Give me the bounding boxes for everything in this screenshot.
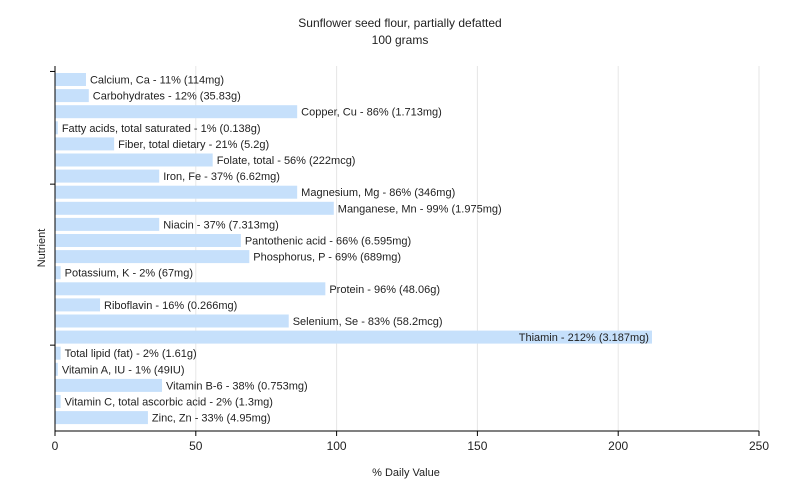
bar-label-13: Protein - 96% (48.06g) xyxy=(329,284,440,296)
x-tick-label-0: 0 xyxy=(52,439,59,453)
bar-label-21: Zinc, Zn - 33% (4.95mg) xyxy=(152,413,271,425)
bar-13 xyxy=(55,282,326,296)
bar-label-4: Fiber, total dietary - 21% (5.2g) xyxy=(118,139,269,151)
bar-label-16: Thiamin - 212% (3.187mg) xyxy=(519,332,649,344)
bar-label-19: Vitamin B-6 - 38% (0.753mg) xyxy=(166,380,308,392)
bar-18 xyxy=(55,362,58,376)
bar-label-5: Folate, total - 56% (222mcg) xyxy=(217,155,356,167)
bar-label-6: Iron, Fe - 37% (6.62mg) xyxy=(163,171,280,183)
bar-1 xyxy=(55,89,89,103)
bar-label-12: Potassium, K - 2% (67mg) xyxy=(65,268,193,280)
bar-label-9: Niacin - 37% (7.313mg) xyxy=(163,219,279,231)
bar-label-2: Copper, Cu - 86% (1.713mg) xyxy=(301,107,442,119)
bar-label-10: Pantothenic acid - 66% (6.595mg) xyxy=(245,236,411,248)
x-tick-label-1: 50 xyxy=(189,439,203,453)
bar-21 xyxy=(55,411,148,425)
bar-12 xyxy=(55,266,61,280)
x-tick-label-2: 100 xyxy=(327,439,347,453)
bar-label-1: Carbohydrates - 12% (35.83g) xyxy=(93,91,241,103)
bar-9 xyxy=(55,217,160,231)
bar-3 xyxy=(55,121,58,135)
bar-5 xyxy=(55,153,213,167)
bar-0 xyxy=(55,73,86,86)
bar-label-8: Manganese, Mn - 99% (1.975mg) xyxy=(338,203,502,215)
bar-labels: Calcium, Ca - 11% (114mg) Carbohydrates -… xyxy=(62,75,649,425)
chart-title: Sunflower seed flour, partially defatted xyxy=(298,16,501,30)
chart-subtitle: 100 grams xyxy=(372,33,429,47)
grid-lines xyxy=(195,66,760,431)
bar-19 xyxy=(55,378,163,392)
bar-15 xyxy=(55,314,289,328)
y-axis-label: Nutrient xyxy=(36,229,48,268)
bar-label-18: Vitamin A, IU - 1% (49IU) xyxy=(62,364,185,376)
bar-7 xyxy=(55,185,298,199)
bar-10 xyxy=(55,234,241,247)
x-tick-label-5: 250 xyxy=(749,439,769,453)
bar-label-14: Riboflavin - 16% (0.266mg) xyxy=(104,300,237,312)
bar-label-20: Vitamin C, total ascorbic acid - 2% (1.3… xyxy=(65,397,273,409)
bar-11 xyxy=(55,250,250,264)
axes: 0 50 100 150 200 250 xyxy=(50,66,769,453)
bar-label-15: Selenium, Se - 83% (58.2mcg) xyxy=(293,316,443,328)
bar-17 xyxy=(55,346,61,360)
bar-label-0: Calcium, Ca - 11% (114mg) xyxy=(90,75,224,87)
x-tick-label-3: 150 xyxy=(467,439,487,453)
x-tick-label-4: 200 xyxy=(608,439,628,453)
bar-label-11: Phosphorus, P - 69% (689mg) xyxy=(253,252,401,264)
bar-label-17: Total lipid (fat) - 2% (1.61g) xyxy=(65,348,197,360)
bar-label-7: Magnesium, Mg - 86% (346mg) xyxy=(301,187,455,199)
bar-16 xyxy=(55,330,652,344)
bars xyxy=(55,73,652,425)
bar-20 xyxy=(55,395,61,408)
bar-14 xyxy=(55,298,101,312)
bar-8 xyxy=(55,201,334,215)
x-axis-label: % Daily Value xyxy=(372,467,440,479)
bar-4 xyxy=(55,137,115,151)
bar-2 xyxy=(55,105,298,119)
bar-label-3: Fatty acids, total saturated - 1% (0.138… xyxy=(62,123,261,135)
bar-6 xyxy=(55,169,160,183)
